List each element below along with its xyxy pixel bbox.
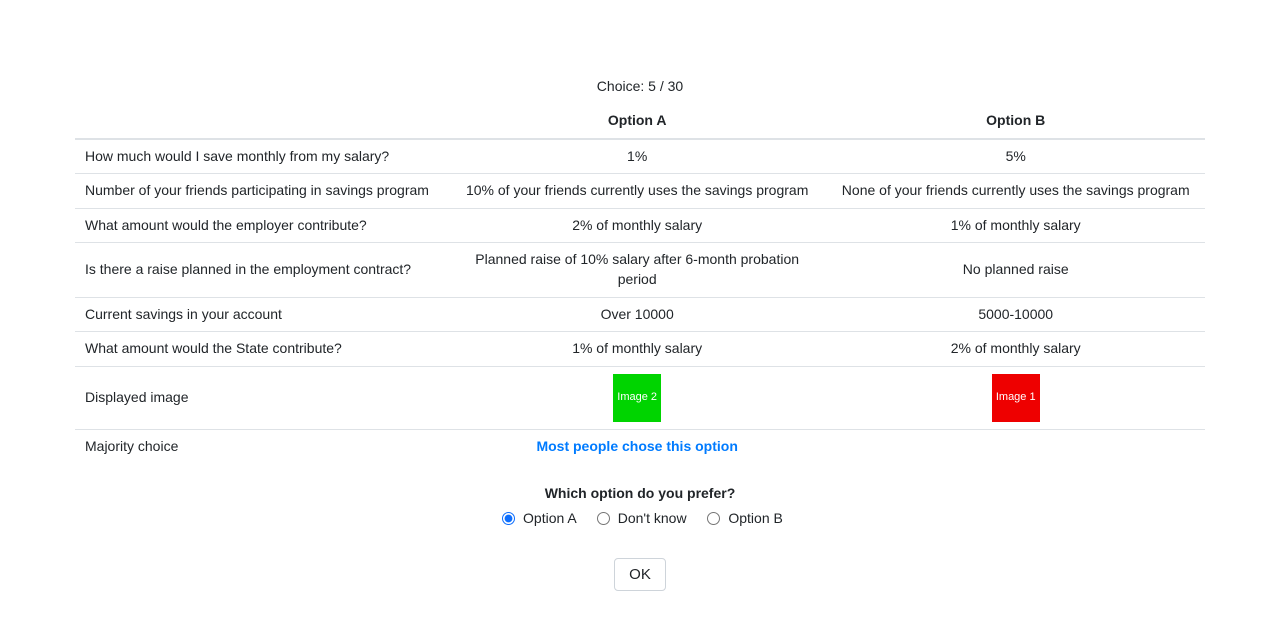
table-row: How much would I save monthly from my sa…	[75, 139, 1205, 174]
survey-container: Choice: 5 / 30 Option A Option B How muc…	[75, 0, 1205, 591]
option-a-cell: Over 10000	[448, 297, 827, 332]
col-header-option-b: Option B	[826, 104, 1205, 139]
displayed-image-box: Image 2	[613, 374, 661, 422]
option-a-text: Option A	[523, 510, 576, 526]
option-a-cell: Image 2	[448, 366, 827, 429]
option-dk-text: Don't know	[618, 510, 687, 526]
option-a-cell: 1%	[448, 139, 827, 174]
comparison-table: Option A Option B How much would I save …	[75, 104, 1205, 463]
table-row: Number of your friends participating in …	[75, 174, 1205, 209]
col-header-option-a: Option A	[448, 104, 827, 139]
attr-cell: Majority choice	[75, 429, 448, 463]
option-b-radio[interactable]	[707, 512, 720, 525]
majority-row: Majority choice Most people chose this op…	[75, 429, 1205, 463]
attr-cell: What amount would the State contribute?	[75, 332, 448, 367]
preference-options: Option A Don't know Option B	[75, 509, 1205, 526]
preference-question: Which option do you prefer?	[75, 485, 1205, 501]
option-b-cell: No planned raise	[826, 243, 1205, 297]
option-a-cell: 2% of monthly salary	[448, 208, 827, 243]
table-row: What amount would the State contribute?1…	[75, 332, 1205, 367]
ok-button[interactable]: OK	[614, 558, 666, 591]
option-a-label[interactable]: Option A	[497, 510, 580, 526]
option-a-cell: 10% of your friends currently uses the s…	[448, 174, 827, 209]
option-b-text: Option B	[728, 510, 782, 526]
progress-indicator: Choice: 5 / 30	[75, 78, 1205, 94]
attr-cell: What amount would the employer contribut…	[75, 208, 448, 243]
col-header-attr	[75, 104, 448, 139]
option-a-cell: Most people chose this option	[448, 429, 827, 463]
attr-cell: How much would I save monthly from my sa…	[75, 139, 448, 174]
attr-cell: Is there a raise planned in the employme…	[75, 243, 448, 297]
option-b-cell	[826, 429, 1205, 463]
option-b-cell: 2% of monthly salary	[826, 332, 1205, 367]
attr-cell: Number of your friends participating in …	[75, 174, 448, 209]
option-b-cell: 1% of monthly salary	[826, 208, 1205, 243]
majority-text: Most people chose this option	[536, 438, 737, 454]
option-b-label[interactable]: Option B	[702, 510, 782, 526]
attr-cell: Displayed image	[75, 366, 448, 429]
option-dk-label[interactable]: Don't know	[592, 510, 691, 526]
option-b-cell: 5000-10000	[826, 297, 1205, 332]
table-row: Is there a raise planned in the employme…	[75, 243, 1205, 297]
displayed-image-box: Image 1	[992, 374, 1040, 422]
option-b-cell: None of your friends currently uses the …	[826, 174, 1205, 209]
table-row: What amount would the employer contribut…	[75, 208, 1205, 243]
table-row: Current savings in your accountOver 1000…	[75, 297, 1205, 332]
option-a-radio[interactable]	[502, 512, 515, 525]
option-a-cell: 1% of monthly salary	[448, 332, 827, 367]
attr-cell: Current savings in your account	[75, 297, 448, 332]
option-a-cell: Planned raise of 10% salary after 6-mont…	[448, 243, 827, 297]
option-dk-radio[interactable]	[597, 512, 610, 525]
image-row: Displayed image Image 2 Image 1	[75, 366, 1205, 429]
option-b-cell: 5%	[826, 139, 1205, 174]
option-b-cell: Image 1	[826, 366, 1205, 429]
